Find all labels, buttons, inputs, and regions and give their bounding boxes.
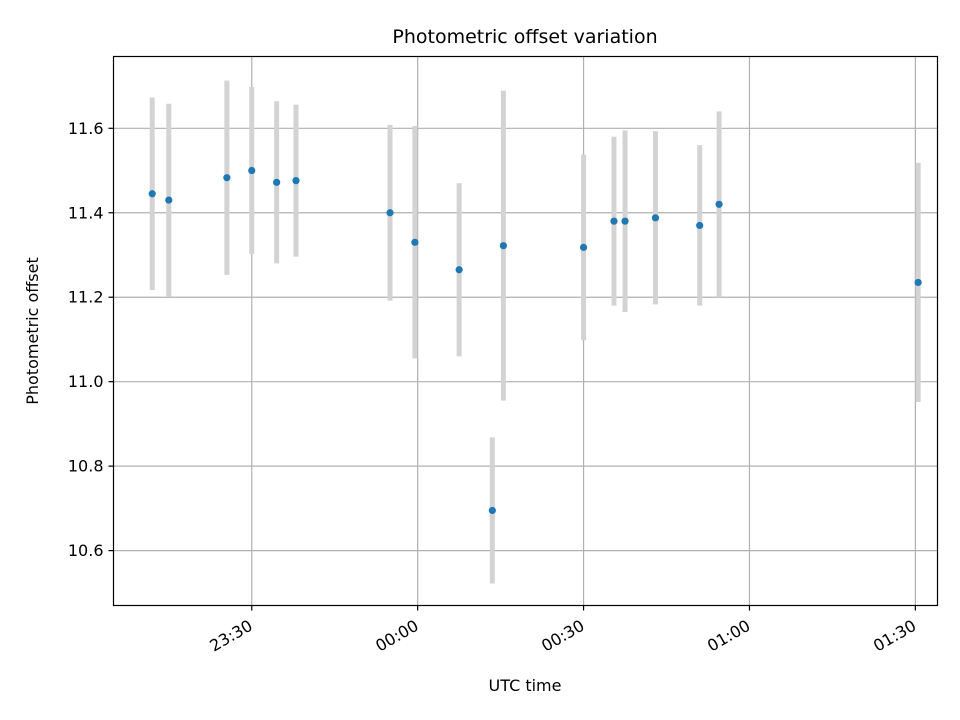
- x-tick-label: 00:00: [372, 616, 421, 656]
- y-axis-ticks: 10.6 10.8 11.0 11.2 11.4 11.6: [68, 119, 114, 560]
- data-point: [715, 200, 723, 208]
- plot-frame: [112, 55, 939, 607]
- x-axis-ticks: 23:30 00:00 00:30 01:00 01:30: [206, 605, 919, 656]
- data-point: [248, 166, 256, 175]
- data-point: [292, 177, 300, 185]
- data-points: [148, 166, 922, 515]
- x-tick-label: 00:30: [538, 616, 587, 656]
- y-tick-label: 11.2: [68, 288, 104, 307]
- x-tick-label: 01:00: [704, 616, 753, 656]
- y-tick-label: 10.8: [68, 457, 104, 476]
- data-point: [386, 209, 394, 217]
- y-axis-label: Photometric offset: [23, 257, 42, 405]
- error-bars: [149, 80, 921, 584]
- y-tick-label: 10.6: [68, 541, 104, 560]
- x-tick-label: 23:30: [206, 616, 255, 656]
- data-point: [411, 238, 419, 246]
- y-tick-label: 11.0: [68, 372, 104, 391]
- data-point: [914, 278, 922, 287]
- data-point: [273, 178, 281, 186]
- data-point: [651, 214, 660, 222]
- grid-lines: [113, 56, 938, 606]
- data-point: [696, 221, 704, 230]
- chart-title: Photometric offset variation: [392, 26, 657, 48]
- data-point: [223, 174, 231, 182]
- x-tick-label: 01:30: [870, 616, 919, 656]
- data-point: [621, 217, 629, 225]
- y-tick-label: 11.6: [68, 119, 104, 138]
- data-point: [148, 190, 156, 198]
- data-point: [579, 243, 588, 251]
- data-point: [455, 266, 463, 274]
- data-point: [165, 196, 173, 204]
- y-tick-label: 11.4: [68, 203, 104, 222]
- data-point: [610, 217, 618, 225]
- x-axis-label: UTC time: [489, 676, 562, 695]
- data-point: [499, 242, 507, 250]
- data-point: [488, 506, 496, 515]
